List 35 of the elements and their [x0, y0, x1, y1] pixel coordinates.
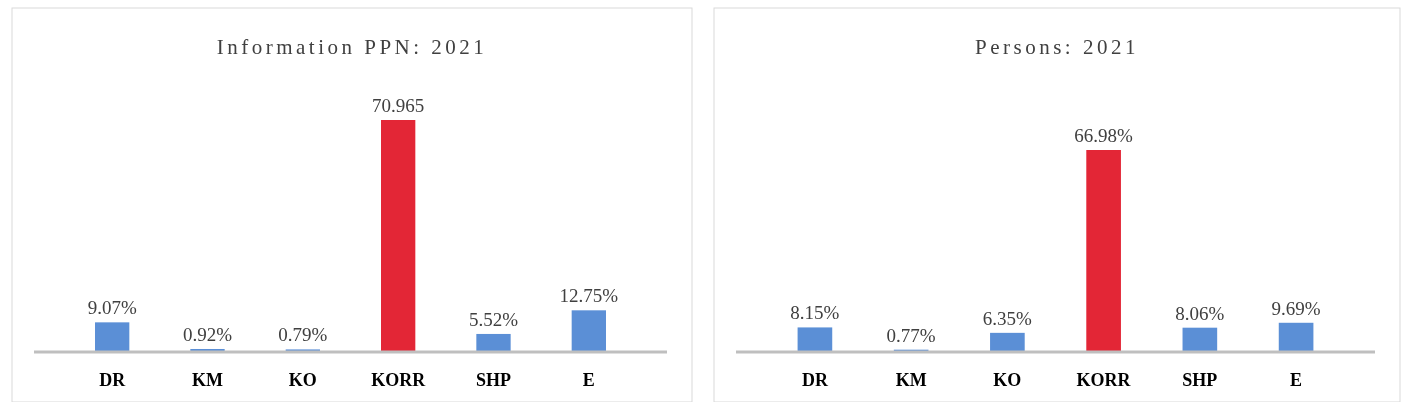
bar	[571, 310, 606, 352]
data-label: 5.52%	[468, 308, 519, 330]
x-tick-label: KM	[895, 370, 927, 390]
data-label: 9.07%	[87, 297, 137, 319]
bar	[1086, 150, 1121, 352]
x-tick-label: KORR	[371, 370, 427, 390]
chart-title: Information PPN: 2021	[216, 35, 488, 59]
x-tick-label: KO	[993, 370, 1022, 390]
x-tick-label: KO	[288, 370, 317, 390]
bar	[381, 120, 416, 352]
x-tick-label: SHP	[475, 370, 511, 390]
x-tick-label: SHP	[1182, 370, 1218, 390]
data-label: 0.92%	[182, 323, 233, 345]
data-label: 12.75%	[559, 285, 619, 307]
x-tick-label: DR	[99, 370, 127, 390]
chart-title: Persons: 2021	[975, 35, 1139, 59]
data-label: 8.06%	[1175, 302, 1225, 324]
data-label: 8.15%	[790, 302, 840, 324]
data-label: 6.35%	[982, 307, 1033, 329]
bar	[797, 327, 833, 352]
data-label: 66.98%	[1074, 125, 1134, 146]
data-label: 0.79%	[278, 324, 328, 346]
x-tick-label: E	[582, 370, 595, 390]
bar	[476, 333, 511, 352]
bar	[990, 332, 1025, 352]
data-label: 70.965	[372, 95, 425, 116]
data-label: 9.69%	[1271, 297, 1321, 319]
bar	[1278, 322, 1314, 352]
bar	[95, 322, 130, 352]
x-tick-label: KM	[192, 370, 223, 390]
data-label: 0.77%	[886, 324, 936, 346]
bar	[1182, 327, 1218, 352]
x-tick-label: KORR	[1076, 370, 1132, 390]
x-tick-label: DR	[801, 370, 829, 390]
x-tick-label: E	[1290, 370, 1303, 390]
